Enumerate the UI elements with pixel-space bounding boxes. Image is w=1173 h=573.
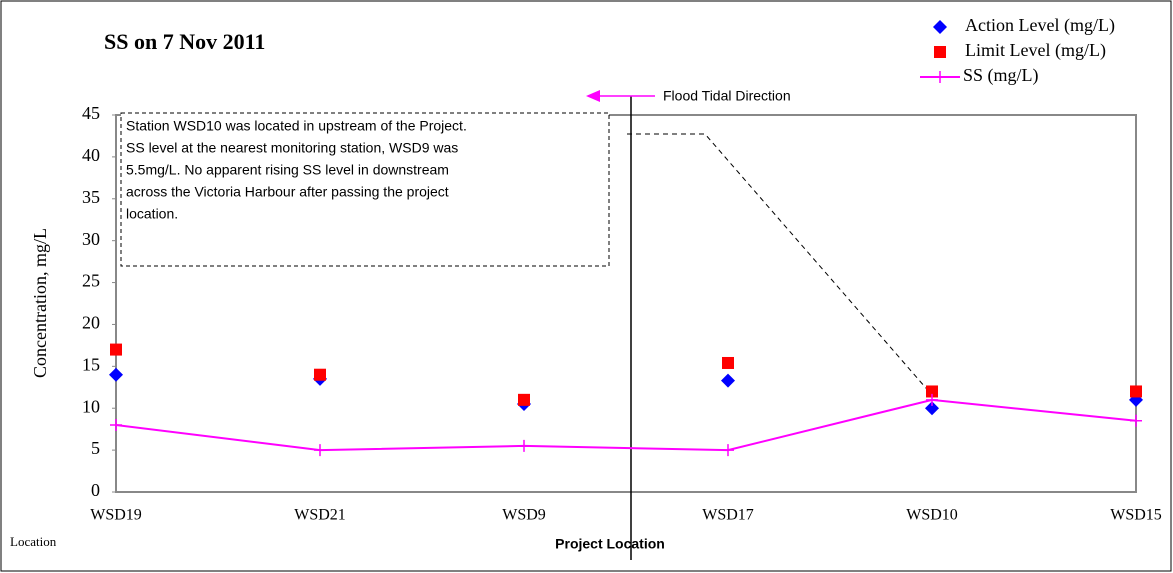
point (722, 444, 734, 457)
y-tick-label: 15 (82, 354, 100, 374)
x-tick-label: WSD10 (906, 507, 958, 524)
legend-marker (933, 20, 947, 34)
corner-label: Location (10, 534, 57, 549)
point (925, 401, 939, 416)
point (926, 385, 938, 398)
x-tick-label: WSD9 (502, 507, 546, 524)
legend-marker (934, 71, 946, 83)
x-tick-label: WSD21 (294, 507, 346, 524)
x-tick-label: WSD19 (90, 507, 142, 524)
y-tick-label: 35 (82, 187, 100, 207)
y-tick-label: 45 (82, 103, 100, 123)
y-tick-label: 0 (91, 480, 100, 500)
note-text: location. (126, 206, 178, 222)
note-text: 5.5mg/L. No apparent rising SS level in … (126, 162, 449, 178)
y-tick-label: 25 (82, 271, 100, 291)
y-tick-label: 5 (91, 438, 100, 458)
point (722, 356, 734, 369)
point (1130, 414, 1142, 427)
point (110, 343, 122, 356)
point (721, 373, 735, 388)
y-tick-label: 20 (82, 313, 100, 333)
note-box (120, 112, 610, 267)
x-axis-label: Project Location (555, 536, 665, 552)
arrow-head (586, 90, 600, 102)
note-text: Station WSD10 was located in upstream of… (126, 118, 467, 134)
x-tick-label: WSD17 (702, 507, 754, 524)
y-axis-label: Concentration, mg/L (30, 228, 50, 378)
plot-area (115, 114, 1137, 493)
legend-label: Limit Level (mg/L) (965, 40, 1106, 61)
chart-title: SS on 7 Nov 2011 (104, 29, 265, 54)
point (518, 393, 530, 406)
y-tick-label: 30 (82, 229, 100, 249)
point (518, 439, 530, 452)
point (1130, 385, 1142, 398)
point (314, 368, 326, 381)
note-text: across the Victoria Harbour after passin… (126, 184, 449, 200)
point (926, 393, 938, 406)
legend-label: SS (mg/L) (963, 65, 1039, 86)
y-tick-label: 40 (82, 145, 100, 165)
point (109, 367, 123, 382)
note-callout (627, 133, 933, 396)
point (110, 418, 122, 431)
legend-marker (934, 46, 946, 58)
legend-label: Action Level (mg/L) (965, 15, 1115, 36)
y-tick-label: 10 (82, 396, 100, 416)
x-tick-label: WSD15 (1110, 507, 1162, 524)
point (314, 444, 326, 457)
note-text: SS level at the nearest monitoring stati… (126, 140, 458, 156)
series-line (115, 398, 1137, 452)
direction-label: Flood Tidal Direction (663, 88, 791, 104)
